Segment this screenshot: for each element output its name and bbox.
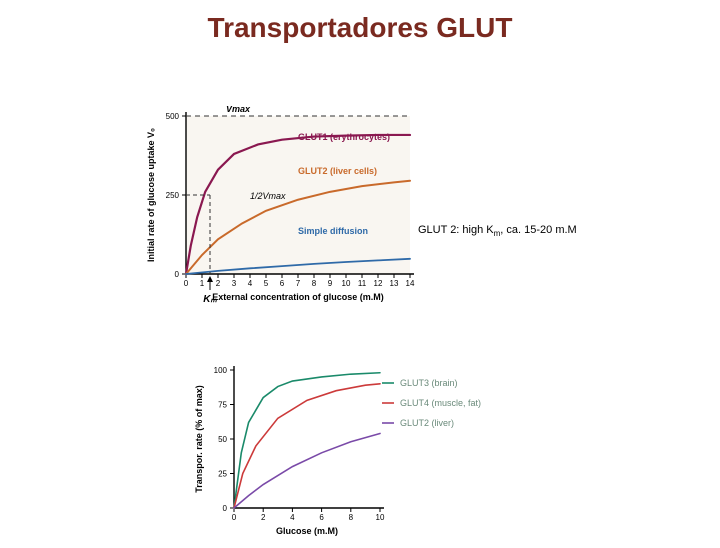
svg-text:Glucose (m.M): Glucose (m.M) <box>276 526 338 536</box>
chart-glut-kinetics: 012345678910111213140250500External conc… <box>140 106 420 306</box>
svg-text:6: 6 <box>280 279 285 288</box>
svg-text:1: 1 <box>200 279 205 288</box>
svg-text:10: 10 <box>376 513 385 522</box>
svg-text:5: 5 <box>264 279 269 288</box>
svg-text:9: 9 <box>328 279 333 288</box>
svg-text:8: 8 <box>349 513 354 522</box>
svg-text:GLUT3 (brain): GLUT3 (brain) <box>400 378 458 388</box>
chart-glut-rates: 02468100255075100Glucose (m.M)Transpor. … <box>190 358 490 548</box>
svg-text:4: 4 <box>290 513 295 522</box>
svg-text:75: 75 <box>218 401 227 410</box>
svg-text:8: 8 <box>312 279 317 288</box>
svg-text:GLUT4 (muscle, fat): GLUT4 (muscle, fat) <box>400 398 481 408</box>
svg-text:Transpor. rate (% of max): Transpor. rate (% of max) <box>194 385 204 493</box>
svg-text:Simple diffusion: Simple diffusion <box>298 226 368 236</box>
svg-text:7: 7 <box>296 279 301 288</box>
annotation-glut2-km: GLUT 2: high Km, ca. 15-20 m.M <box>418 224 577 238</box>
svg-text:25: 25 <box>218 470 227 479</box>
svg-text:4: 4 <box>248 279 253 288</box>
svg-text:External concentration of gluc: External concentration of glucose (m.M) <box>212 292 384 302</box>
svg-text:50: 50 <box>218 435 227 444</box>
svg-text:GLUT1 (erythrocytes): GLUT1 (erythrocytes) <box>298 132 390 142</box>
svg-text:10: 10 <box>342 279 351 288</box>
svg-text:Initial rate of glucose uptake: Initial rate of glucose uptake V₀ <box>146 128 156 262</box>
svg-text:250: 250 <box>166 191 180 200</box>
svg-text:GLUT2 (liver cells): GLUT2 (liver cells) <box>298 166 377 176</box>
svg-text:12: 12 <box>374 279 383 288</box>
svg-text:Vmax: Vmax <box>226 106 251 114</box>
svg-text:11: 11 <box>358 279 367 288</box>
svg-text:0: 0 <box>175 270 180 279</box>
svg-text:Kₘ: Kₘ <box>203 294 217 305</box>
svg-text:500: 500 <box>166 112 180 121</box>
svg-text:13: 13 <box>390 279 399 288</box>
svg-text:0: 0 <box>223 504 228 513</box>
svg-text:100: 100 <box>214 366 228 375</box>
svg-text:1/2Vmax: 1/2Vmax <box>250 191 286 201</box>
svg-text:3: 3 <box>232 279 237 288</box>
svg-text:0: 0 <box>232 513 237 522</box>
svg-text:2: 2 <box>261 513 266 522</box>
page-title: Transportadores GLUT <box>0 0 720 44</box>
svg-text:GLUT2 (liver): GLUT2 (liver) <box>400 418 454 428</box>
svg-text:2: 2 <box>216 279 221 288</box>
svg-text:14: 14 <box>406 279 415 288</box>
svg-text:0: 0 <box>184 279 189 288</box>
svg-text:6: 6 <box>319 513 324 522</box>
